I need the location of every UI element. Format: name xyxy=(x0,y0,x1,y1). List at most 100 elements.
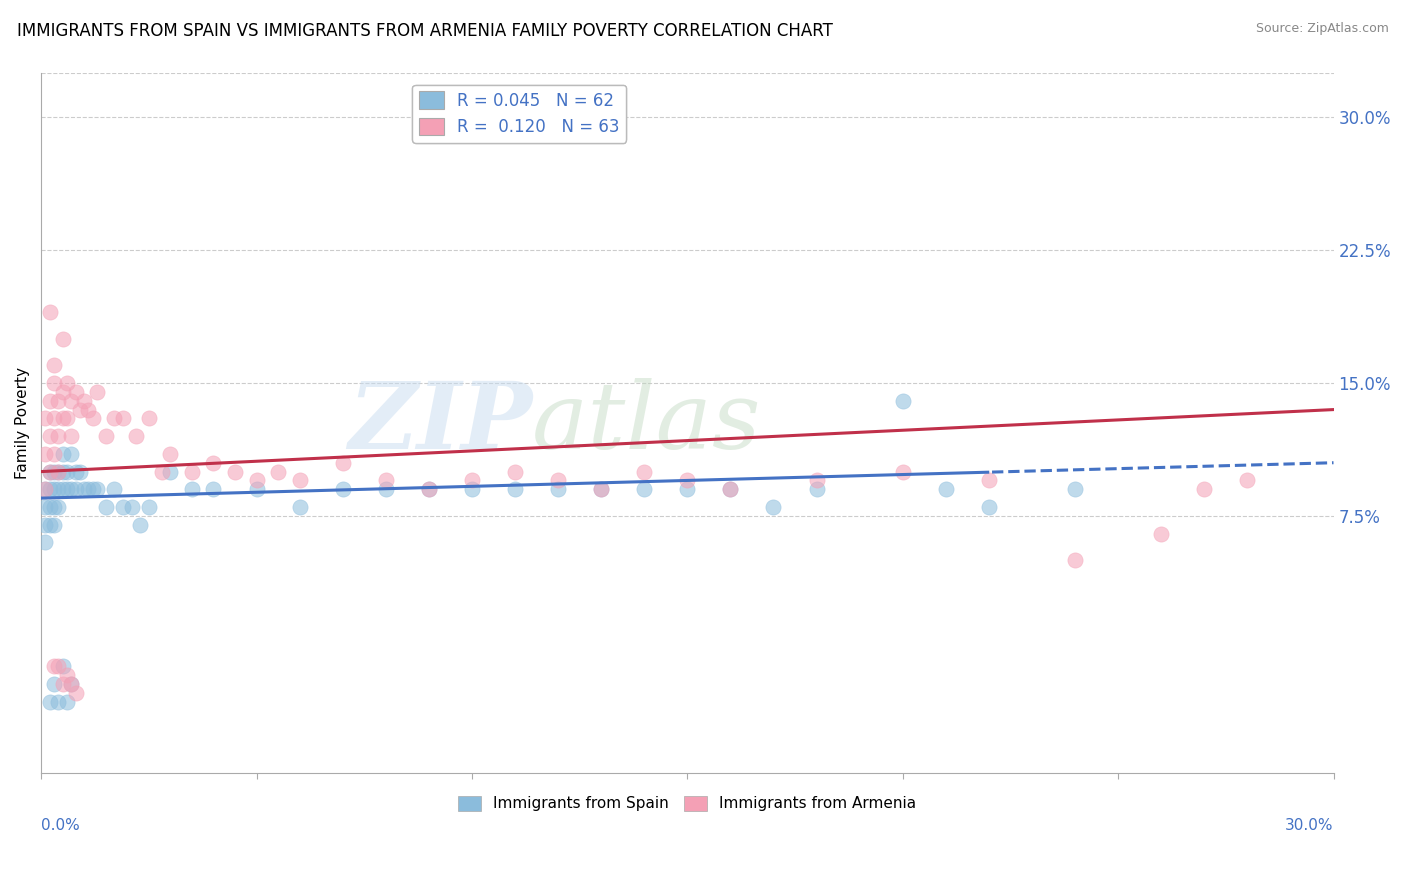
Point xyxy=(159,465,181,479)
Point xyxy=(633,465,655,479)
Point xyxy=(111,411,134,425)
Point xyxy=(46,393,69,408)
Point xyxy=(82,411,104,425)
Point xyxy=(224,465,246,479)
Point xyxy=(267,465,290,479)
Point xyxy=(46,695,69,709)
Point xyxy=(332,456,354,470)
Point xyxy=(34,500,56,514)
Text: 30.0%: 30.0% xyxy=(1285,818,1333,833)
Point xyxy=(103,483,125,497)
Point xyxy=(86,384,108,399)
Point xyxy=(503,483,526,497)
Point xyxy=(94,429,117,443)
Point xyxy=(60,447,83,461)
Point xyxy=(1064,483,1087,497)
Point xyxy=(34,483,56,497)
Text: IMMIGRANTS FROM SPAIN VS IMMIGRANTS FROM ARMENIA FAMILY POVERTY CORRELATION CHAR: IMMIGRANTS FROM SPAIN VS IMMIGRANTS FROM… xyxy=(17,22,832,40)
Point xyxy=(977,500,1000,514)
Point xyxy=(762,500,785,514)
Point xyxy=(38,500,60,514)
Point xyxy=(676,474,699,488)
Point xyxy=(180,465,202,479)
Point xyxy=(42,659,65,673)
Point xyxy=(150,465,173,479)
Point xyxy=(129,517,152,532)
Point xyxy=(42,359,65,373)
Point xyxy=(65,465,87,479)
Point xyxy=(374,483,396,497)
Point xyxy=(56,483,79,497)
Point xyxy=(60,677,83,691)
Point xyxy=(65,686,87,700)
Point xyxy=(34,535,56,549)
Point xyxy=(60,483,83,497)
Point xyxy=(42,517,65,532)
Point xyxy=(56,411,79,425)
Point xyxy=(288,474,311,488)
Point xyxy=(891,465,914,479)
Point xyxy=(46,465,69,479)
Point xyxy=(86,483,108,497)
Point xyxy=(52,659,75,673)
Point xyxy=(34,517,56,532)
Point xyxy=(180,483,202,497)
Point xyxy=(111,500,134,514)
Point xyxy=(38,305,60,319)
Point xyxy=(418,483,440,497)
Point xyxy=(103,411,125,425)
Point xyxy=(547,474,569,488)
Point xyxy=(42,447,65,461)
Point xyxy=(121,500,143,514)
Point xyxy=(94,500,117,514)
Point xyxy=(69,402,91,417)
Point xyxy=(60,429,83,443)
Y-axis label: Family Poverty: Family Poverty xyxy=(15,367,30,479)
Point xyxy=(202,456,225,470)
Point xyxy=(718,483,741,497)
Point xyxy=(1150,526,1173,541)
Point xyxy=(38,465,60,479)
Point xyxy=(1064,553,1087,567)
Point xyxy=(38,517,60,532)
Point xyxy=(52,483,75,497)
Point xyxy=(332,483,354,497)
Point xyxy=(52,332,75,346)
Point xyxy=(56,695,79,709)
Point xyxy=(52,447,75,461)
Point xyxy=(42,677,65,691)
Point xyxy=(46,500,69,514)
Point xyxy=(503,465,526,479)
Point xyxy=(806,483,828,497)
Point xyxy=(138,500,160,514)
Point xyxy=(138,411,160,425)
Point xyxy=(56,465,79,479)
Point xyxy=(42,376,65,390)
Point xyxy=(52,384,75,399)
Point xyxy=(65,483,87,497)
Point xyxy=(245,474,267,488)
Point xyxy=(42,500,65,514)
Text: ZIP: ZIP xyxy=(347,378,533,468)
Point xyxy=(77,483,100,497)
Point xyxy=(56,376,79,390)
Point xyxy=(718,483,741,497)
Point xyxy=(288,500,311,514)
Point xyxy=(676,483,699,497)
Legend: R = 0.045   N = 62, R =  0.120   N = 63: R = 0.045 N = 62, R = 0.120 N = 63 xyxy=(412,85,627,143)
Point xyxy=(60,677,83,691)
Point xyxy=(42,465,65,479)
Point xyxy=(591,483,613,497)
Point xyxy=(73,483,96,497)
Point xyxy=(806,474,828,488)
Point xyxy=(46,465,69,479)
Point xyxy=(42,483,65,497)
Point xyxy=(633,483,655,497)
Point xyxy=(46,429,69,443)
Point xyxy=(202,483,225,497)
Point xyxy=(77,402,100,417)
Point xyxy=(38,483,60,497)
Point xyxy=(418,483,440,497)
Point xyxy=(34,411,56,425)
Point xyxy=(1236,474,1258,488)
